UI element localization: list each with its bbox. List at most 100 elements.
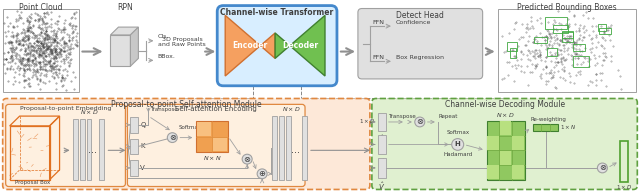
Point bbox=[54, 28, 64, 31]
Point bbox=[7, 59, 17, 62]
Point bbox=[16, 61, 26, 64]
Point bbox=[49, 57, 59, 60]
Point bbox=[526, 20, 536, 23]
Point bbox=[502, 60, 512, 64]
Point bbox=[31, 43, 41, 46]
Point bbox=[559, 37, 570, 40]
Point bbox=[523, 40, 533, 43]
FancyBboxPatch shape bbox=[111, 35, 131, 66]
Point bbox=[67, 31, 77, 34]
Point bbox=[24, 76, 34, 80]
Point bbox=[556, 60, 566, 63]
Point bbox=[6, 55, 17, 58]
Point bbox=[541, 55, 551, 58]
Point bbox=[532, 39, 543, 43]
Point bbox=[20, 47, 30, 50]
Point bbox=[33, 61, 43, 64]
Point bbox=[34, 53, 44, 56]
Point bbox=[11, 20, 21, 23]
Point bbox=[548, 70, 559, 73]
Point bbox=[545, 68, 556, 72]
Point bbox=[64, 64, 74, 67]
Point bbox=[23, 29, 33, 33]
Point bbox=[48, 71, 58, 74]
Point bbox=[47, 51, 58, 54]
Point bbox=[524, 35, 534, 38]
Point bbox=[28, 32, 38, 35]
Point bbox=[70, 25, 81, 28]
Point bbox=[64, 47, 74, 50]
Point bbox=[40, 67, 51, 70]
Point bbox=[31, 40, 41, 43]
Point bbox=[59, 58, 69, 61]
Point bbox=[23, 44, 33, 48]
Point bbox=[43, 13, 53, 16]
Point bbox=[44, 68, 54, 71]
Point bbox=[573, 37, 584, 40]
Point bbox=[580, 11, 591, 14]
Point bbox=[579, 35, 589, 38]
Point bbox=[590, 57, 600, 60]
Point bbox=[609, 45, 619, 48]
Point bbox=[23, 33, 33, 36]
FancyBboxPatch shape bbox=[302, 116, 307, 180]
Point bbox=[56, 28, 67, 32]
Point bbox=[58, 29, 68, 32]
Point bbox=[47, 50, 58, 53]
Point bbox=[20, 39, 31, 42]
Point bbox=[39, 51, 49, 55]
Point bbox=[25, 41, 35, 44]
Point bbox=[31, 64, 41, 67]
Point bbox=[534, 74, 545, 78]
Point bbox=[525, 27, 535, 30]
Point bbox=[14, 53, 24, 57]
Point bbox=[15, 41, 25, 44]
Point bbox=[15, 40, 26, 43]
Point bbox=[562, 39, 572, 42]
Text: ⊗: ⊗ bbox=[416, 117, 423, 127]
Circle shape bbox=[257, 169, 267, 179]
Point bbox=[49, 66, 59, 69]
Point bbox=[31, 70, 41, 73]
Polygon shape bbox=[275, 15, 325, 76]
Point bbox=[54, 68, 64, 71]
Point bbox=[568, 51, 579, 54]
Point bbox=[31, 40, 42, 43]
Point bbox=[28, 52, 38, 56]
Point bbox=[565, 35, 575, 38]
Point bbox=[15, 15, 25, 18]
Point bbox=[550, 53, 560, 57]
Point bbox=[547, 53, 557, 56]
Point bbox=[28, 48, 38, 51]
Point bbox=[20, 31, 30, 34]
Point bbox=[58, 77, 68, 80]
Point bbox=[529, 54, 539, 58]
Point bbox=[573, 53, 584, 56]
Point bbox=[48, 66, 58, 69]
Point bbox=[48, 41, 58, 44]
Point bbox=[38, 81, 49, 84]
Point bbox=[61, 70, 72, 73]
Point bbox=[11, 39, 21, 42]
Point bbox=[528, 54, 538, 57]
Point bbox=[580, 57, 591, 60]
Point bbox=[40, 22, 51, 25]
Point bbox=[33, 70, 43, 73]
Point bbox=[527, 50, 537, 53]
Point bbox=[564, 23, 574, 26]
Point bbox=[3, 24, 13, 27]
Point bbox=[22, 58, 33, 61]
Point bbox=[42, 26, 52, 29]
Point bbox=[24, 85, 34, 88]
Point bbox=[588, 16, 598, 19]
Point bbox=[19, 79, 29, 82]
Point bbox=[604, 26, 614, 29]
Point bbox=[545, 34, 555, 37]
Point bbox=[35, 33, 45, 36]
Point bbox=[579, 25, 589, 28]
Point bbox=[540, 39, 550, 42]
Point bbox=[21, 48, 31, 51]
Point bbox=[23, 37, 33, 40]
Point bbox=[70, 28, 81, 31]
Point bbox=[39, 49, 49, 52]
